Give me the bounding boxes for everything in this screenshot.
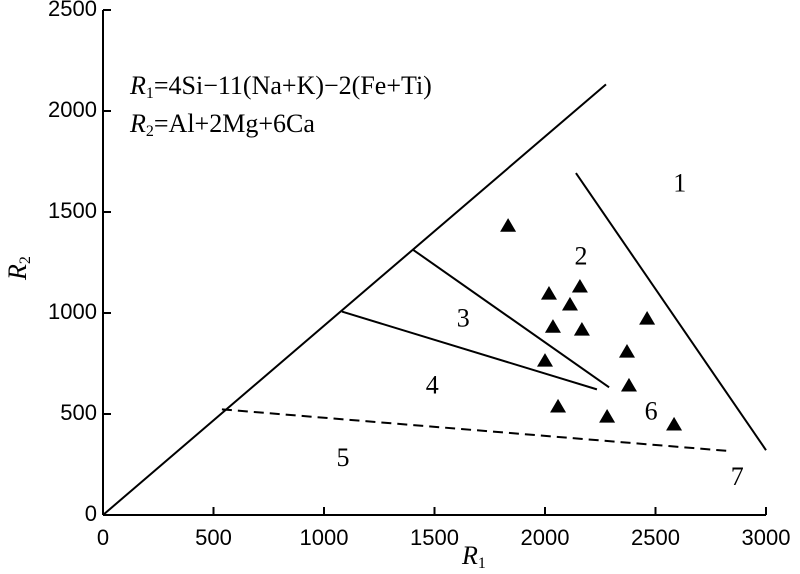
x-tick-label: 1500 [410, 525, 459, 550]
field-label: 6 [645, 396, 658, 425]
formula: R1=4Si−11(Na+K)−2(Fe+Ti) [129, 71, 432, 102]
x-tick-label: 0 [97, 525, 109, 550]
field-boundary [412, 248, 610, 389]
data-point [620, 377, 637, 392]
data-point [573, 321, 590, 336]
y-axis-label-subscript: 2 [17, 256, 34, 264]
x-tick-label: 1000 [300, 525, 349, 550]
formula-expression: =4Si−11(Na+K)−2(Fe+Ti) [154, 71, 432, 100]
y-axis-label: R2 [3, 256, 34, 281]
y-tick-label: 1500 [48, 198, 97, 223]
x-axis-label-subscript: 1 [478, 555, 486, 572]
formula-symbol: R [129, 109, 146, 138]
data-point [666, 416, 683, 431]
y-axis-label-symbol: R [3, 264, 32, 281]
field-label: 4 [426, 370, 439, 399]
y-tick-label: 0 [85, 501, 97, 526]
formula-expression: =Al+2Mg+6Ca [154, 109, 315, 138]
y-tick-label: 2500 [48, 0, 97, 21]
data-point [561, 296, 578, 311]
y-tick-label: 500 [60, 400, 97, 425]
field-boundary [341, 310, 598, 391]
data-point [500, 218, 517, 232]
x-tick-label: 2500 [631, 525, 680, 550]
x-tick-label: 2000 [521, 525, 570, 550]
field-label: 2 [575, 241, 588, 270]
x-axis-label: R1 [461, 541, 486, 572]
formula-subscript: 1 [146, 85, 154, 102]
data-point [599, 409, 616, 423]
data-point [571, 278, 588, 293]
formula-subscript: 2 [146, 123, 154, 140]
formula-symbol: R [129, 71, 146, 100]
field-label: 1 [673, 169, 686, 198]
field-boundary [575, 172, 767, 451]
data-point [540, 286, 557, 300]
x-tick-label: 3000 [742, 525, 791, 550]
formula: R2=Al+2Mg+6Ca [129, 109, 315, 140]
y-tick-label: 1000 [48, 299, 97, 324]
data-point [618, 343, 635, 358]
field-boundary [102, 83, 607, 516]
field-boundary [221, 408, 732, 453]
x-axis-label-symbol: R [461, 541, 478, 570]
x-tick-label: 500 [195, 525, 232, 550]
data-point [544, 319, 561, 333]
y-tick-label: 2000 [48, 97, 97, 122]
field-label: 3 [457, 303, 470, 332]
data-point [550, 398, 567, 413]
data-point [537, 353, 553, 367]
data-point [639, 311, 656, 325]
field-label: 7 [731, 462, 744, 491]
field-label: 5 [337, 443, 350, 472]
